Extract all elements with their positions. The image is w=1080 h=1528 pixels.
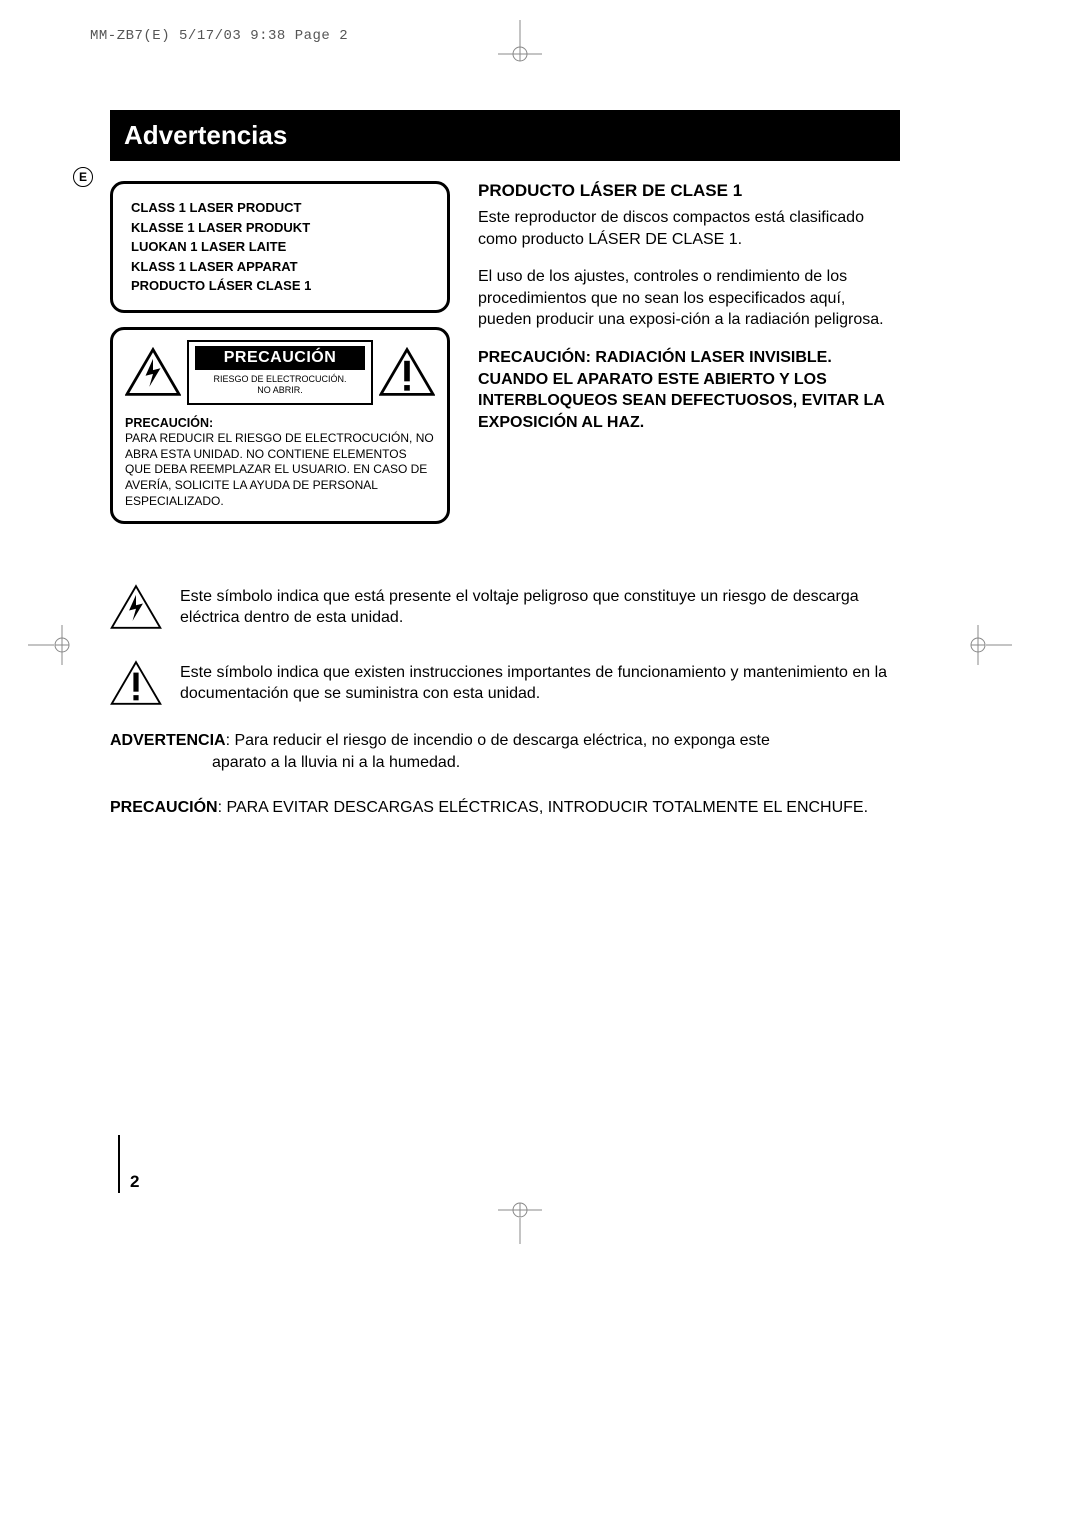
advertencia-text-2: aparato a la lluvia ni a la humedad.	[110, 752, 900, 774]
caution-body-title: PRECAUCIÓN:	[125, 415, 435, 431]
caution-title: PRECAUCIÓN	[195, 346, 365, 370]
crop-mark-left-icon	[28, 625, 74, 665]
exclamation-icon	[110, 660, 162, 706]
caution-subtitle: RIESGO DE ELECTROCUCIÓN.	[197, 374, 363, 386]
laser-line: PRODUCTO LÁSER CLASE 1	[131, 276, 429, 296]
laser-class-box: CLASS 1 LASER PRODUCT KLASSE 1 LASER PRO…	[110, 181, 450, 313]
caution-body-text: PARA REDUCIR EL RIESGO DE ELECTROCUCIÓN,…	[125, 431, 435, 509]
caution-subtitle: NO ABRIR.	[197, 385, 363, 397]
precaucion-final-lead: PRECAUCIÓN	[110, 799, 218, 816]
page-title: Advertencias	[110, 110, 900, 161]
precaucion-final-paragraph: PRECAUCIÓN: PARA EVITAR DESCARGAS ELÉCTR…	[110, 797, 900, 819]
laser-line: LUOKAN 1 LASER LAITE	[131, 237, 429, 257]
advertencia-text-1: : Para reducir el riesgo de incendio o d…	[226, 732, 770, 749]
page-number: 2	[130, 1172, 139, 1192]
crop-mark-top-icon	[490, 20, 550, 64]
symbol-shock-text: Este símbolo indica que está presente el…	[180, 586, 900, 629]
shock-hazard-icon	[125, 347, 181, 397]
page-number-rule	[118, 1135, 120, 1193]
symbol-exclamation-text: Este símbolo indica que existen instrucc…	[180, 662, 900, 705]
exclamation-icon	[379, 347, 435, 397]
laser-line: CLASS 1 LASER PRODUCT	[131, 198, 429, 218]
laser-para-2: El uso de los ajustes, controles o rendi…	[478, 266, 900, 331]
crop-mark-bottom-icon	[490, 1200, 550, 1244]
caution-box: PRECAUCIÓN RIESGO DE ELECTROCUCIÓN. NO A…	[110, 327, 450, 525]
crop-mark-right-icon	[966, 625, 1012, 665]
advertencia-lead: ADVERTENCIA	[110, 732, 226, 749]
laser-heading: PRODUCTO LÁSER DE CLASE 1	[478, 181, 900, 201]
shock-hazard-icon	[110, 584, 162, 630]
laser-caution-bold: PRECAUCIÓN: RADIACIÓN LASER INVISIBLE. C…	[478, 347, 900, 433]
language-badge: E	[73, 167, 93, 187]
laser-line: KLASS 1 LASER APPARAT	[131, 257, 429, 277]
laser-line: KLASSE 1 LASER PRODUKT	[131, 218, 429, 238]
page-header-slug: MM-ZB7(E) 5/17/03 9:38 Page 2	[90, 28, 348, 44]
advertencia-paragraph: ADVERTENCIA: Para reducir el riesgo de i…	[110, 730, 900, 773]
laser-para-1: Este reproductor de discos compactos est…	[478, 207, 900, 250]
precaucion-final-text: : PARA EVITAR DESCARGAS ELÉCTRICAS, INTR…	[218, 799, 868, 816]
